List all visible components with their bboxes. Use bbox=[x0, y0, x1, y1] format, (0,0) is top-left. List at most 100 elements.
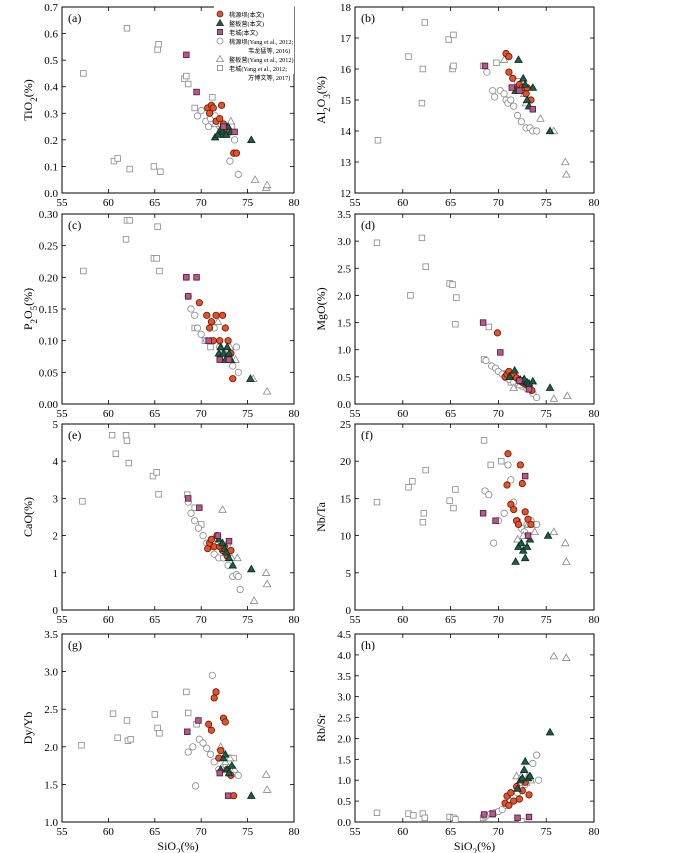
data-point bbox=[407, 292, 414, 299]
data-point bbox=[227, 761, 237, 769]
data-point bbox=[196, 504, 203, 511]
data-point bbox=[514, 55, 523, 63]
x-tick-label: 70 bbox=[196, 197, 208, 209]
data-point bbox=[150, 163, 158, 170]
data-point bbox=[490, 539, 498, 547]
y-tick-label: 2.5 bbox=[337, 713, 351, 725]
y-axis-label: P2O5(%) bbox=[21, 288, 39, 330]
data-point bbox=[224, 337, 232, 345]
panel-label: (b) bbox=[361, 11, 375, 25]
y-tick-label: 0.20 bbox=[39, 272, 59, 284]
y-tick-label: 1 bbox=[53, 568, 59, 580]
x-tick-label: 70 bbox=[196, 614, 208, 626]
data-point bbox=[151, 711, 158, 718]
data-point bbox=[449, 281, 456, 288]
plot-frame bbox=[61, 633, 295, 823]
y-tick-label: 10 bbox=[340, 531, 352, 543]
data-point bbox=[214, 532, 222, 539]
data-point bbox=[373, 239, 381, 246]
y-tick-label: 3.0 bbox=[44, 667, 58, 679]
x-tick-label: 60 bbox=[103, 614, 115, 626]
data-point bbox=[127, 736, 134, 743]
data-point bbox=[560, 157, 570, 166]
data-point bbox=[374, 137, 382, 144]
data-point bbox=[191, 517, 199, 525]
y-tick-label: 15 bbox=[340, 95, 352, 107]
data-point bbox=[218, 505, 227, 513]
data-point bbox=[205, 720, 213, 728]
data-point bbox=[221, 718, 229, 726]
x-tick-label: 60 bbox=[103, 408, 115, 420]
data-point bbox=[481, 62, 489, 70]
data-point bbox=[195, 299, 203, 307]
data-point bbox=[422, 263, 429, 270]
y-tick-label: 2.5 bbox=[44, 704, 58, 716]
data-point bbox=[233, 553, 242, 562]
data-point bbox=[529, 759, 537, 768]
data-point bbox=[262, 386, 272, 395]
x-tick-label: 55 bbox=[350, 826, 362, 838]
plot-frame bbox=[61, 423, 295, 611]
data-point bbox=[505, 68, 513, 76]
y-tick-label: 0.5 bbox=[337, 796, 351, 808]
x-tick-label: 60 bbox=[397, 826, 409, 838]
data-point bbox=[543, 531, 553, 539]
y-tick-label: 0.05 bbox=[39, 367, 59, 379]
x-tick-label: 80 bbox=[589, 826, 601, 838]
data-point bbox=[216, 769, 223, 777]
plot-frame bbox=[354, 633, 595, 823]
data-point bbox=[493, 329, 502, 337]
data-point bbox=[513, 111, 522, 120]
data-point bbox=[154, 223, 161, 230]
data-point bbox=[518, 545, 528, 554]
data-point bbox=[498, 457, 505, 465]
data-point bbox=[492, 517, 499, 524]
data-point bbox=[514, 542, 523, 550]
data-point bbox=[205, 337, 212, 344]
data-points bbox=[79, 431, 272, 604]
y-tick-label: 4.5 bbox=[337, 629, 351, 641]
plot-frame bbox=[354, 423, 595, 611]
data-point bbox=[78, 742, 85, 749]
data-point bbox=[533, 393, 541, 402]
data-point bbox=[422, 466, 429, 474]
data-points bbox=[80, 217, 272, 395]
data-point bbox=[453, 294, 460, 301]
data-point bbox=[246, 791, 256, 799]
data-point bbox=[479, 319, 487, 326]
x-tick-label: 80 bbox=[589, 614, 601, 626]
x-tick-label: 65 bbox=[149, 197, 161, 209]
data-point bbox=[225, 356, 233, 363]
data-point bbox=[183, 688, 190, 696]
data-point bbox=[207, 726, 216, 734]
y-tick-label: 1.5 bbox=[44, 779, 58, 791]
data-point bbox=[228, 560, 238, 569]
data-point bbox=[232, 149, 241, 157]
data-point bbox=[209, 94, 216, 101]
x-tick-label: 65 bbox=[445, 614, 457, 626]
data-point bbox=[156, 267, 163, 275]
data-point bbox=[234, 572, 242, 581]
data-point bbox=[505, 372, 515, 381]
data-point bbox=[79, 498, 86, 505]
data-point bbox=[183, 274, 190, 281]
data-point bbox=[483, 68, 491, 76]
y-tick-label: 4.0 bbox=[337, 650, 351, 662]
data-point bbox=[530, 527, 540, 536]
data-points bbox=[373, 651, 571, 822]
y-tick-label: 1.5 bbox=[337, 754, 351, 766]
x-tick-label: 65 bbox=[149, 614, 161, 626]
data-point bbox=[216, 115, 224, 123]
data-point bbox=[184, 728, 191, 735]
data-point bbox=[183, 51, 190, 59]
data-point bbox=[489, 87, 497, 95]
data-point bbox=[221, 547, 231, 556]
x-tick-label: 75 bbox=[242, 408, 254, 420]
data-point bbox=[545, 383, 555, 391]
data-point bbox=[219, 348, 228, 357]
data-point bbox=[125, 459, 133, 467]
data-point bbox=[221, 324, 229, 332]
data-point bbox=[185, 495, 192, 502]
data-point bbox=[525, 771, 535, 780]
data-point bbox=[189, 743, 197, 751]
